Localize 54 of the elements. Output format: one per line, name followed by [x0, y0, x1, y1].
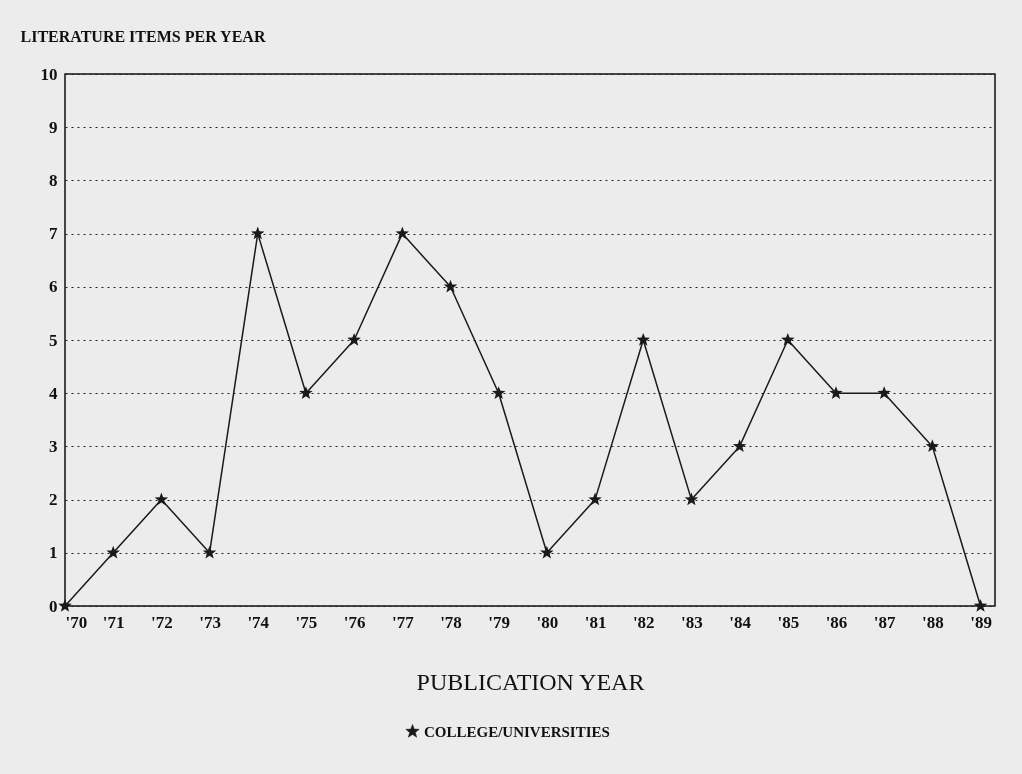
x-axis-title: PUBLICATION YEAR: [416, 668, 645, 695]
x-tick-label: '77: [391, 612, 415, 632]
y-tick-label: 9: [49, 117, 58, 137]
point: [299, 386, 313, 399]
x-tick-label: '89: [970, 612, 992, 632]
x-tick-label: '74: [247, 612, 270, 632]
y-tick-label: 4: [49, 383, 58, 403]
point: [106, 545, 120, 559]
y-tick-label: 0: [49, 596, 58, 616]
y-tick-label: 5: [49, 330, 58, 350]
point: [684, 492, 699, 506]
x-tick-label: '78: [440, 612, 462, 632]
point: [925, 439, 940, 453]
x-tick-label: '80: [536, 612, 559, 632]
x-tick-label: '85: [777, 612, 800, 632]
x-tick-label: '73: [199, 612, 221, 632]
point: [251, 226, 265, 240]
y-tick-label: 1: [49, 543, 58, 563]
legend-label: COLLEGE/UNIVERSITIES: [424, 723, 610, 740]
x-tick-label: '86: [825, 612, 848, 632]
x-tick-label: '87: [873, 612, 897, 632]
x-tick-label: '81: [584, 612, 607, 632]
y-tick-label: 8: [49, 170, 58, 190]
x-tick-label: '82: [632, 612, 655, 632]
point: [588, 492, 602, 506]
point: [732, 439, 747, 453]
point: [154, 492, 169, 506]
point: [829, 386, 843, 399]
x-tick-label: '84: [729, 612, 752, 632]
point: [877, 386, 891, 399]
point: [58, 598, 72, 612]
point: [443, 279, 458, 293]
y-tick-label: 3: [49, 436, 58, 456]
y-tick-label: 6: [49, 277, 58, 297]
x-tick-label: '79: [488, 612, 511, 632]
y-tick-label: 10: [40, 64, 58, 84]
y-tick-label: 2: [49, 490, 58, 510]
x-tick-label: '76: [343, 612, 366, 632]
point: [973, 598, 988, 612]
x-tick-label: '88: [921, 612, 944, 632]
point: [347, 332, 361, 346]
point: [636, 332, 650, 346]
point: [395, 226, 410, 240]
point: [491, 386, 506, 399]
x-tick-label: '75: [295, 612, 318, 632]
point: [781, 332, 795, 346]
x-tick-label: '70: [65, 612, 88, 632]
x-tick-label: '72: [151, 612, 173, 632]
y-tick-label: 7: [49, 224, 58, 244]
y-axis-title: LITERATURE ITEMS PER YEAR: [20, 27, 266, 45]
x-tick-label: '71: [102, 612, 125, 632]
x-tick-label: '83: [681, 612, 703, 632]
point: [540, 545, 554, 559]
point: [202, 545, 217, 559]
